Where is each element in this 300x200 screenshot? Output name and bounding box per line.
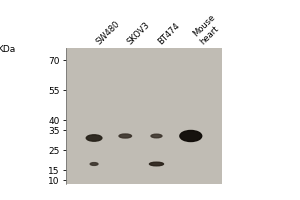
Text: Mouse
heart: Mouse heart [191,13,224,46]
Ellipse shape [86,135,102,141]
Ellipse shape [151,134,162,138]
Y-axis label: KDa: KDa [0,45,16,54]
Ellipse shape [149,162,164,166]
Text: SW480: SW480 [94,19,121,46]
Ellipse shape [90,163,98,165]
Text: SKOV3: SKOV3 [125,20,152,46]
Ellipse shape [180,130,202,142]
Text: BT474: BT474 [157,21,182,46]
Ellipse shape [119,134,131,138]
